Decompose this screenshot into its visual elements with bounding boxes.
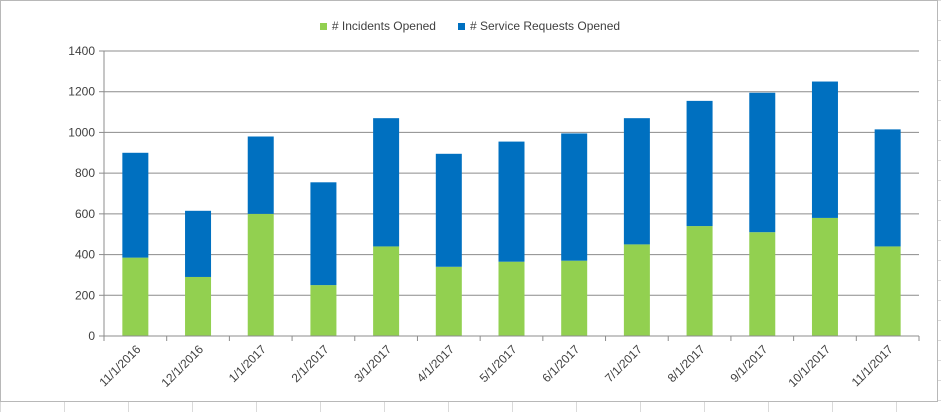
bar-service-requests-1 bbox=[185, 210, 212, 277]
bar-incidents-3 bbox=[310, 285, 337, 336]
bar-service-requests-9 bbox=[686, 100, 713, 227]
y-tick-label: 0 bbox=[88, 329, 95, 343]
x-tick-label: 12/1/2016 bbox=[159, 342, 207, 390]
bar-incidents-1 bbox=[185, 276, 212, 336]
legend-label-service-requests: # Service Requests Opened bbox=[469, 19, 621, 33]
bar-incidents-9 bbox=[686, 226, 713, 336]
bar-service-requests-10 bbox=[749, 92, 776, 233]
x-tick-label: 9/1/2017 bbox=[727, 342, 770, 385]
legend-swatch-incidents bbox=[319, 22, 327, 30]
x-tick-label: 4/1/2017 bbox=[414, 342, 457, 385]
bar-service-requests-5 bbox=[435, 153, 462, 267]
bar-incidents-4 bbox=[373, 246, 400, 336]
y-tick-label: 400 bbox=[75, 248, 95, 262]
bar-incidents-10 bbox=[749, 232, 776, 336]
bar-service-requests-8 bbox=[623, 118, 650, 245]
x-tick-label: 3/1/2017 bbox=[351, 342, 394, 385]
bar-service-requests-0 bbox=[122, 152, 149, 258]
chart-plot: 0 200 400 600 800 1000 1200 1400 11/1/2016 12/1/2… bbox=[68, 44, 920, 390]
bar-service-requests-12 bbox=[874, 129, 901, 247]
bar-incidents-0 bbox=[122, 257, 149, 336]
x-tick-label: 2/1/2017 bbox=[289, 342, 332, 385]
y-tick-label: 1400 bbox=[68, 44, 95, 58]
x-tick-label: 11/1/2016 bbox=[96, 342, 143, 389]
x-tick-label: 11/1/2017 bbox=[849, 342, 896, 389]
bar-incidents-7 bbox=[561, 260, 588, 336]
bar-incidents-12 bbox=[874, 246, 901, 336]
bar-incidents-2 bbox=[247, 213, 274, 336]
bar-service-requests-11 bbox=[811, 81, 838, 218]
bar-incidents-6 bbox=[498, 261, 525, 336]
y-tick-label: 200 bbox=[75, 288, 95, 302]
bar-incidents-5 bbox=[435, 266, 462, 336]
legend-entry-service-requests: # Service Requests Opened bbox=[457, 19, 621, 33]
x-tick-label: 8/1/2017 bbox=[665, 342, 708, 385]
chart-area: # Incidents Opened # Service Requests Op… bbox=[0, 0, 938, 402]
x-tick-label: 10/1/2017 bbox=[785, 342, 833, 390]
bar-incidents-11 bbox=[811, 217, 838, 336]
bar-service-requests-4 bbox=[373, 118, 400, 247]
x-tick-label: 5/1/2017 bbox=[477, 342, 520, 385]
x-tick-label: 1/1/2017 bbox=[226, 342, 269, 385]
x-tick-label: 7/1/2017 bbox=[602, 342, 645, 385]
legend-swatch-service-requests bbox=[457, 22, 465, 30]
bar-service-requests-6 bbox=[498, 141, 525, 262]
y-tick-label: 600 bbox=[75, 207, 95, 221]
legend: # Incidents Opened # Service Requests Op… bbox=[1, 19, 939, 33]
y-tick-label: 1000 bbox=[68, 125, 95, 139]
bar-service-requests-2 bbox=[247, 136, 274, 214]
legend-label-incidents: # Incidents Opened bbox=[331, 19, 436, 33]
x-tick-label: 6/1/2017 bbox=[539, 342, 582, 385]
y-tick-label: 1200 bbox=[68, 85, 95, 99]
bar-incidents-8 bbox=[623, 244, 650, 336]
y-tick-label: 800 bbox=[75, 166, 95, 180]
bar-service-requests-3 bbox=[310, 182, 337, 286]
legend-entry-incidents: # Incidents Opened bbox=[319, 19, 436, 33]
bar-service-requests-7 bbox=[561, 133, 588, 261]
